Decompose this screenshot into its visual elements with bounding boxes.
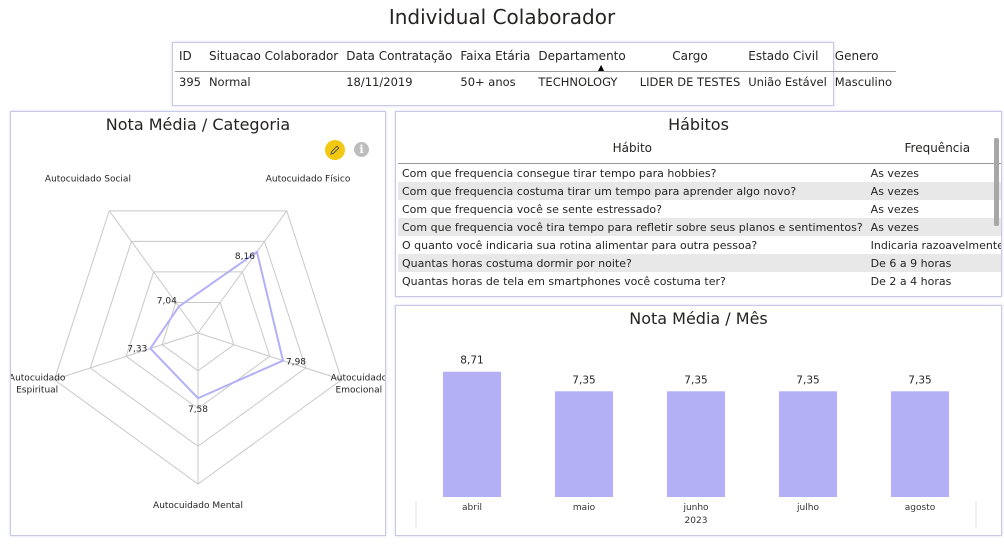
collaborator-info-table: ID Situacao Colaborador Data Contratação… xyxy=(172,42,897,106)
radar-value-label: 7,58 xyxy=(188,405,208,415)
x-tick-label: agosto xyxy=(905,503,936,513)
col-header-departamento[interactable]: Departamento xyxy=(534,45,636,72)
habit-frequency: As vezes xyxy=(866,218,1001,236)
cell-data-contratacao: 18/11/2019 xyxy=(346,75,413,89)
info-icon[interactable]: i xyxy=(354,142,369,157)
x-tick-label: maio xyxy=(573,503,596,513)
cell-situacao: Normal xyxy=(208,75,251,89)
x-tick-label: junho xyxy=(682,503,709,513)
cell-genero: Masculino xyxy=(834,75,893,89)
habit-frequency: As vezes xyxy=(870,202,919,216)
radar-chart-title: Nota Média / Categoria xyxy=(105,115,291,134)
bar-value-label: 7,35 xyxy=(684,374,707,386)
radar-grid-ring xyxy=(53,210,343,485)
habit-frequency: Indicaria razoavelmente xyxy=(870,238,1002,252)
table-row[interactable]: Com que frequencia costuma tirar um temp… xyxy=(398,182,1001,200)
table-row[interactable]: Com que frequencia você se sente estress… xyxy=(398,200,1001,218)
bar[interactable] xyxy=(779,391,837,497)
habit-question: Quantas horas de tela em smartphones voc… xyxy=(402,274,726,288)
habits-table-panel: Hábitos Hábito Frequência Com que freque… xyxy=(395,111,1002,297)
col-header-frequencia[interactable]: Frequência xyxy=(866,139,1001,164)
radar-axis-line xyxy=(197,210,288,334)
radar-axis-line xyxy=(54,332,199,381)
col-header-id[interactable]: ID xyxy=(175,45,205,72)
habit-question: Com que frequencia você se sente estress… xyxy=(402,202,663,216)
col-header-data-contratacao[interactable]: Data Contratação xyxy=(342,45,457,72)
table-row[interactable]: 395 Normal 18/11/2019 50+ anos TECHNOLOG… xyxy=(175,72,896,93)
table-row[interactable]: Com que frequencia consegue tirar tempo … xyxy=(398,164,1001,183)
habit-frequency: De 2 a 4 horas xyxy=(870,274,952,288)
bar[interactable] xyxy=(891,391,949,497)
page-title: Individual Colaborador xyxy=(388,5,616,29)
bar[interactable] xyxy=(555,391,613,497)
radar-grid-ring xyxy=(125,271,271,410)
habit-question: Com que frequencia consegue tirar tempo … xyxy=(402,166,717,180)
col-header-cargo[interactable]: Cargo xyxy=(635,45,745,72)
radar-category-label: Autocuidado Emocional xyxy=(331,373,385,395)
radar-chart: 8,16 7,98 7,58 7,33 7,04 Autocuidado Físico Au… xyxy=(11,175,385,512)
bar-value-label: 7,35 xyxy=(908,374,931,386)
radar-category-label: Autocuidado Espiritual xyxy=(11,373,66,395)
habit-question: O quanto você indicaria sua rotina alime… xyxy=(402,238,758,252)
col-header-faixa-etaria[interactable]: Faixa Etária xyxy=(456,45,535,72)
info-table-header-row: ID Situacao Colaborador Data Contratação… xyxy=(175,45,897,72)
cell-estado-civil: União Estável xyxy=(748,75,827,89)
habit-frequency: As vezes xyxy=(870,166,919,180)
bar-marks: 8,71 abril 7,35 maio 7,35 junho 7,35 julho 7,35 a… xyxy=(415,355,977,528)
radar-axis-line xyxy=(197,332,342,381)
bar-chart-title: Nota Média / Mês xyxy=(629,309,768,328)
bar-value-label: 7,35 xyxy=(796,374,819,386)
x-tick-label: abril xyxy=(462,503,482,513)
bar[interactable] xyxy=(667,391,725,497)
radar-axis-line xyxy=(108,210,199,334)
radar-category-label: Autocuidado Social xyxy=(45,175,131,185)
cell-departamento: TECHNOLOGY xyxy=(538,75,618,89)
col-header-genero[interactable]: Genero xyxy=(830,45,897,72)
radar-value-label: 7,33 xyxy=(127,344,147,354)
col-header-situacao[interactable]: Situacao Colaborador xyxy=(204,45,343,72)
habit-question: Com que frequencia costuma tirar um temp… xyxy=(398,182,867,200)
table-row[interactable]: O quanto você indicaria sua rotina alime… xyxy=(398,236,1002,254)
radar-value-label: 7,04 xyxy=(157,297,177,307)
bar-chart: 8,71 abril 7,35 maio 7,35 junho 7,35 julho 7,35 a… xyxy=(415,355,977,528)
radar-series-line xyxy=(149,250,285,400)
radar-grid xyxy=(53,210,343,485)
cell-id: 395 xyxy=(179,75,201,89)
pencil-icon-glyph xyxy=(330,145,340,155)
pencil-icon[interactable] xyxy=(325,140,345,160)
radar-grid-ring xyxy=(89,240,307,447)
radar-value-label: 7,98 xyxy=(286,358,306,368)
bar-chart-panel: Nota Média / Mês 8,71 abril 7,35 maio 7,35 ju… xyxy=(395,305,1002,536)
habit-frequency: De 6 a 9 horas xyxy=(866,254,1001,272)
cell-cargo: LIDER DE TESTES xyxy=(639,75,741,89)
col-header-estado-civil[interactable]: Estado Civil xyxy=(744,45,831,72)
radar-category-label: Autocuidado Mental xyxy=(153,501,243,511)
x-tick-label: julho xyxy=(796,503,819,513)
bar-value-label: 7,35 xyxy=(572,374,595,386)
table-row[interactable]: Com que frequencia você tira tempo para … xyxy=(398,218,1001,236)
col-header-habito[interactable]: Hábito xyxy=(398,139,867,164)
habits-table: Hábito Frequência Com que frequencia con… xyxy=(398,139,1002,290)
radar-labels: 8,16 7,98 7,58 7,33 7,04 Autocuidado Físico Au… xyxy=(11,175,385,512)
habit-frequency: As vezes xyxy=(866,182,1001,200)
table-row[interactable]: Quantas horas de tela em smartphones voc… xyxy=(398,272,1001,290)
bar[interactable] xyxy=(443,371,501,497)
habits-title: Hábitos xyxy=(668,115,729,134)
radar-chart-panel: Nota Média / Categoria i 8,16 7,98 7,58 7,3… xyxy=(10,111,386,536)
radar-value-label: 8,16 xyxy=(235,252,255,262)
sort-ascending-icon[interactable]: ▲ xyxy=(598,63,605,72)
radar-category-label: Autocuidado Físico xyxy=(266,175,351,185)
table-row[interactable]: Quantas horas costuma dormir por noite? … xyxy=(398,254,1001,272)
habits-header-row: Hábito Frequência xyxy=(398,139,1001,164)
bar-value-label: 8,71 xyxy=(460,355,483,367)
habits-scrollbar[interactable] xyxy=(994,138,999,226)
habit-question: Com que frequencia você tira tempo para … xyxy=(398,218,867,236)
habit-question: Quantas horas costuma dormir por noite? xyxy=(398,254,867,272)
cell-faixa-etaria: 50+ anos xyxy=(460,75,516,89)
x-axis-year-label: 2023 xyxy=(685,516,708,526)
